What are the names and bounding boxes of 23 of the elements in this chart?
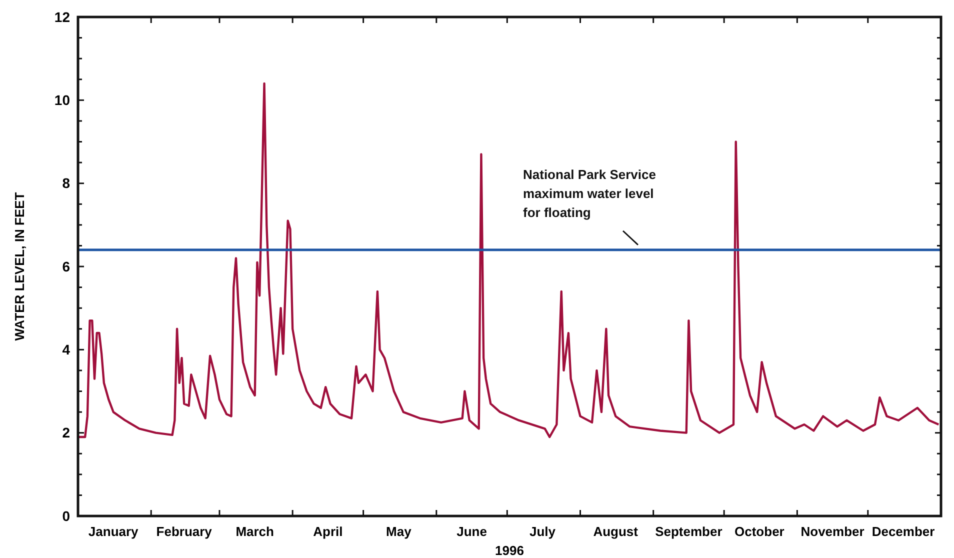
y-tick-label: 12 bbox=[54, 8, 70, 25]
x-tick-label: October bbox=[734, 524, 784, 539]
y-tick-label: 0 bbox=[62, 508, 70, 524]
y-tick-label: 8 bbox=[62, 175, 70, 192]
x-tick-label: July bbox=[530, 524, 556, 539]
ref-line-label: National Park Service maximum water level for floating bbox=[523, 166, 656, 220]
x-tick-label: June bbox=[456, 524, 487, 539]
x-tick-label: November bbox=[800, 524, 864, 539]
line-series bbox=[76, 82, 940, 438]
x-tick-label: February bbox=[156, 524, 213, 539]
x-tick-label: April bbox=[313, 524, 343, 539]
x-axis-title: 1996 bbox=[495, 543, 524, 558]
x-tick-label: December bbox=[872, 524, 935, 539]
y-tick-label: 10 bbox=[54, 92, 70, 108]
x-tick-label: August bbox=[593, 524, 639, 539]
y-tick-label: 6 bbox=[62, 258, 70, 274]
y-tick-label: 4 bbox=[62, 342, 70, 358]
x-tick-label: May bbox=[386, 524, 412, 539]
y-tick-label: 2 bbox=[62, 424, 70, 441]
x-tick-label: September bbox=[655, 524, 722, 539]
x-tick-label: January bbox=[88, 524, 140, 539]
y-axis-title: WATER LEVEL, IN FEET bbox=[12, 192, 27, 341]
x-tick-label: March bbox=[236, 524, 274, 539]
